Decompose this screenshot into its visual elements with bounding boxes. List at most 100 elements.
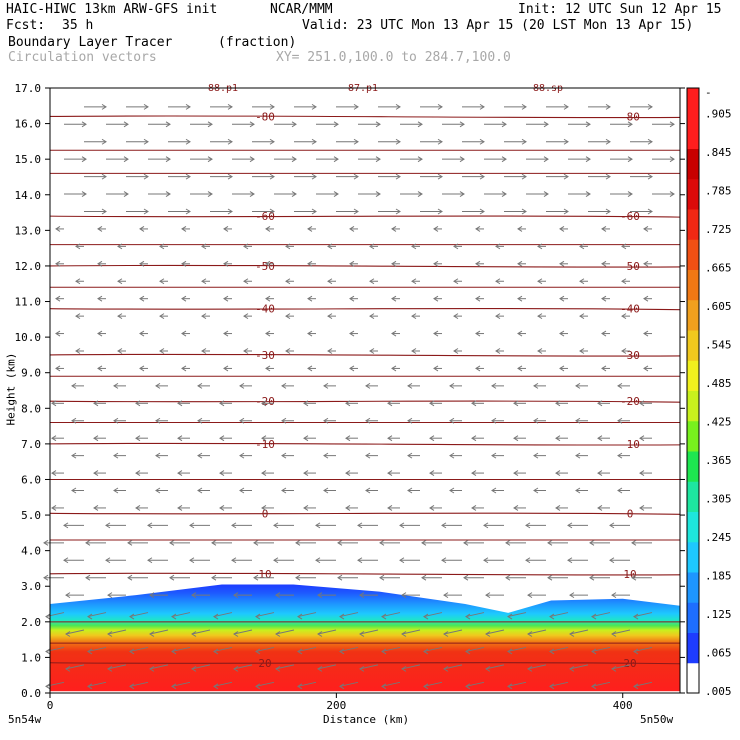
vector-arrowhead bbox=[273, 522, 279, 529]
vector-arrowhead bbox=[273, 557, 279, 564]
vector-arrowhead bbox=[311, 103, 317, 110]
vector-arrowhead bbox=[639, 400, 645, 407]
isotherm-line bbox=[49, 215, 681, 218]
vector-arrowhead bbox=[549, 613, 555, 620]
vector-arrowhead bbox=[337, 539, 343, 546]
field-name: Boundary Layer Tracer bbox=[8, 35, 173, 50]
vector-arrowhead bbox=[93, 505, 99, 511]
vector-arrowhead bbox=[143, 138, 149, 145]
forecast-label: Fcst: bbox=[6, 18, 46, 33]
colorbar-swatch bbox=[687, 602, 699, 633]
tracer-region bbox=[50, 584, 680, 693]
vector-arrowhead bbox=[513, 400, 519, 407]
vector-arrowhead bbox=[139, 226, 145, 232]
isotherm-label: 20 bbox=[623, 657, 636, 670]
vector-arrowhead bbox=[647, 208, 653, 215]
init-time: Init: 12 UTC Sun 12 Apr 15 bbox=[518, 2, 722, 17]
vector-arrowhead bbox=[485, 665, 491, 672]
vector-arrowhead bbox=[255, 648, 261, 655]
vector-arrowhead bbox=[155, 452, 161, 459]
vector-arrowhead bbox=[269, 173, 275, 180]
vector-arrowhead bbox=[261, 505, 267, 511]
circulation-vector bbox=[297, 646, 317, 652]
vector-arrowhead bbox=[51, 505, 57, 511]
circulation-vector bbox=[465, 646, 485, 652]
circulation-vector bbox=[65, 664, 85, 670]
vector-arrowhead bbox=[437, 173, 443, 180]
vector-arrowhead bbox=[471, 400, 477, 407]
model-title: HAIC-HIWC 13km ARW-GFS init bbox=[6, 2, 218, 17]
vector-arrowhead bbox=[669, 121, 675, 128]
vector-arrowhead bbox=[421, 539, 427, 546]
circulation-vector bbox=[381, 612, 401, 618]
vector-arrowhead bbox=[223, 330, 229, 337]
vector-arrowhead bbox=[223, 260, 229, 267]
circulation-vector bbox=[423, 612, 443, 618]
vector-arrowhead bbox=[303, 400, 309, 407]
vector-arrowhead bbox=[359, 592, 365, 599]
colorbar-label: .005 bbox=[705, 685, 732, 698]
vector-arrowhead bbox=[505, 539, 511, 546]
vector-arrowhead bbox=[521, 208, 527, 215]
vector-arrowhead bbox=[471, 435, 477, 442]
vector-arrowhead bbox=[597, 505, 603, 511]
isotherm-label: -30 bbox=[620, 349, 640, 362]
vector-arrowhead bbox=[513, 505, 519, 511]
vector-arrowhead bbox=[127, 574, 133, 581]
vector-arrowhead bbox=[459, 191, 465, 197]
vector-arrowhead bbox=[55, 260, 61, 267]
vector-arrowhead bbox=[395, 138, 401, 145]
circulation-vector bbox=[297, 612, 317, 618]
vector-arrowhead bbox=[211, 574, 217, 581]
vector-arrowhead bbox=[627, 156, 633, 163]
colorbar-swatch bbox=[687, 330, 699, 361]
vector-arrowhead bbox=[353, 208, 359, 215]
vector-arrowhead bbox=[669, 156, 675, 163]
vector-arrowhead bbox=[471, 470, 477, 476]
vector-arrowhead bbox=[177, 400, 183, 407]
vector-arrowhead bbox=[265, 260, 271, 267]
isotherm-line bbox=[49, 512, 681, 515]
colorbar-label: .665 bbox=[705, 261, 732, 274]
vector-arrowhead bbox=[365, 452, 371, 459]
vector-arrowhead bbox=[375, 156, 381, 163]
vector-arrowhead bbox=[219, 400, 225, 407]
vector-arrowhead bbox=[449, 487, 455, 494]
vector-arrowhead bbox=[261, 470, 267, 476]
vector-arrowhead bbox=[65, 631, 71, 637]
vector-arrowhead bbox=[647, 138, 653, 145]
vector-arrowhead bbox=[433, 295, 439, 302]
y-tick-label: 13.0 bbox=[15, 224, 42, 237]
circulation-vector bbox=[507, 681, 527, 687]
isotherm-label: -50 bbox=[620, 260, 640, 273]
y-tick-label: 16.0 bbox=[15, 118, 42, 131]
isotherm-label: -10 bbox=[620, 438, 640, 451]
colorbar-swatch bbox=[687, 299, 699, 331]
vector-arrowhead bbox=[369, 278, 375, 285]
vector-arrowhead bbox=[453, 313, 459, 320]
vector-arrowhead bbox=[71, 487, 77, 494]
vector-arrowhead bbox=[495, 243, 501, 250]
circulation-vector bbox=[423, 646, 443, 652]
vector-arrowhead bbox=[601, 260, 607, 267]
vector-arrowhead bbox=[185, 103, 191, 110]
vector-arrowhead bbox=[55, 330, 61, 337]
vector-arrowhead bbox=[303, 505, 309, 511]
vector-arrowhead bbox=[407, 452, 413, 459]
colorbar-swatch bbox=[687, 451, 699, 482]
vector-arrowhead bbox=[177, 435, 183, 442]
vector-arrowhead bbox=[249, 191, 255, 197]
circulation-vector bbox=[611, 664, 631, 670]
vector-arrowhead bbox=[507, 648, 513, 655]
colorbar-label: .545 bbox=[705, 338, 732, 351]
vector-arrowhead bbox=[381, 683, 387, 690]
vector-arrowhead bbox=[75, 243, 81, 250]
vector-arrowhead bbox=[547, 539, 553, 546]
vector-arrowhead bbox=[597, 400, 603, 407]
vector-arrowhead bbox=[357, 522, 363, 529]
colorbar-swatch bbox=[687, 148, 699, 180]
circulation-vector bbox=[65, 629, 85, 635]
y-tick-label: 2.0 bbox=[21, 616, 41, 629]
vector-arrowhead bbox=[453, 278, 459, 285]
vector-arrowhead bbox=[591, 648, 597, 655]
